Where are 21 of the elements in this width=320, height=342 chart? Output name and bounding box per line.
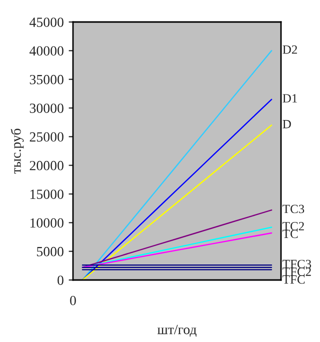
- series-label: D: [282, 120, 291, 128]
- y-tick-label: 35000: [30, 74, 64, 84]
- y-tick-label: 30000: [30, 104, 64, 113]
- y-tick-label: 10000: [30, 218, 64, 228]
- y-tick-label: 40000: [30, 46, 64, 56]
- y-tick-label: 15000: [30, 190, 64, 199]
- series-label: TFC: [282, 275, 305, 284]
- y-tick-label: 0: [58, 276, 64, 285]
- series-label: TC2: [282, 222, 304, 230]
- y-tick-label: 25000: [30, 132, 64, 142]
- y-tick-label: 5000: [37, 246, 64, 256]
- series-label: D1: [282, 94, 297, 102]
- series-label: TC3: [282, 204, 304, 214]
- x-axis-title: шт/год: [157, 324, 196, 337]
- y-tick-label: 45000: [30, 18, 64, 27]
- text: 0: [70, 296, 76, 306]
- series-label: TC: [282, 230, 298, 238]
- y-axis-title: тыс.руб: [10, 128, 24, 174]
- series-label: D2: [282, 45, 297, 54]
- series-label: TFC3: [282, 260, 312, 268]
- y-tick-label: 20000: [30, 160, 64, 170]
